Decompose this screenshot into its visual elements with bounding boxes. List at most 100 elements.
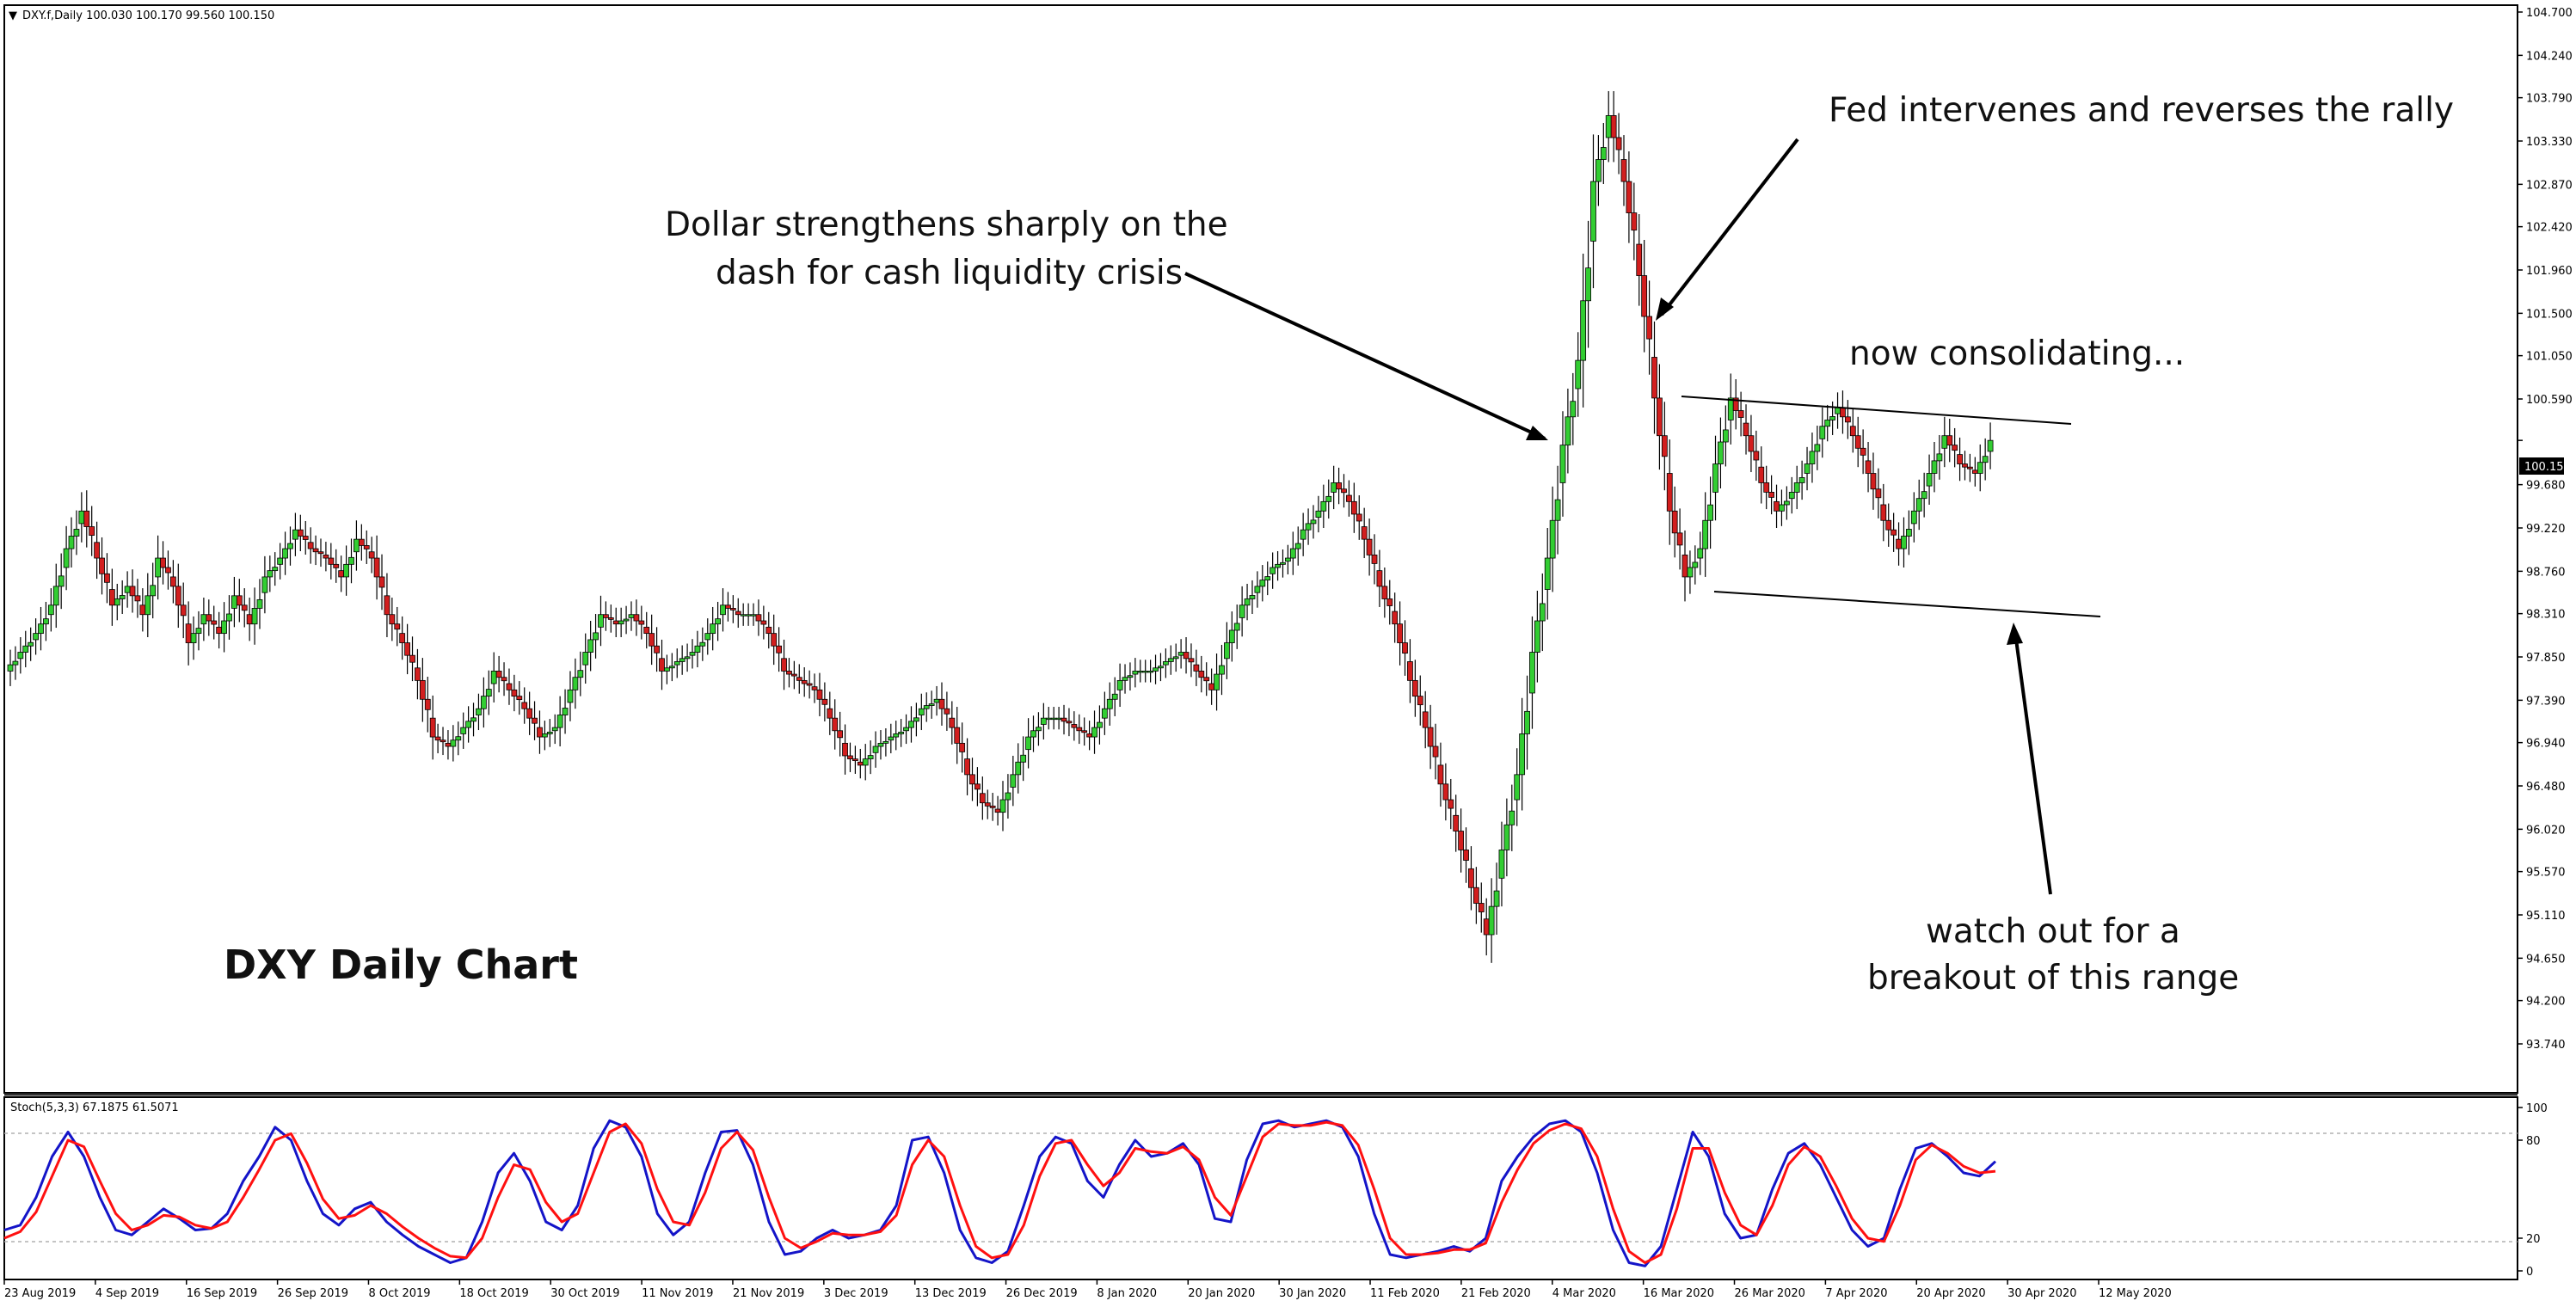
candle-bear	[1376, 570, 1383, 587]
candle-bear	[1671, 510, 1678, 534]
candle-bull	[78, 510, 85, 525]
candle-bull	[1824, 420, 1831, 427]
candle-bear	[1971, 469, 1978, 474]
candle-bear	[816, 689, 823, 700]
price-tick-label: 102.420	[2526, 222, 2573, 235]
candle-bear	[842, 742, 848, 757]
candle-bear	[1442, 783, 1449, 801]
candle-bull	[572, 677, 579, 690]
candle-bull	[480, 696, 487, 709]
candle-bear	[974, 783, 981, 790]
candle-bull	[546, 732, 553, 734]
candle-bear	[811, 686, 818, 690]
candle-bear	[1356, 513, 1362, 522]
candle-bear	[1411, 679, 1418, 697]
time-tick-label: 26 Dec 2019	[1006, 1287, 1078, 1300]
candle-bear	[89, 526, 95, 536]
candle-bear	[307, 542, 314, 549]
candle-bear	[1737, 410, 1744, 418]
candle-bull	[582, 652, 589, 666]
candle-bear	[1651, 357, 1657, 399]
candle-bull	[22, 645, 29, 653]
candle-bull	[618, 620, 624, 625]
candle-bear	[384, 595, 390, 616]
candles	[7, 90, 1994, 963]
candle-bull	[1228, 629, 1235, 643]
candle-bull	[928, 703, 935, 706]
header-dropdown-icon[interactable]: ▼	[9, 9, 17, 22]
candle-bear	[323, 554, 329, 559]
price-tick-label: 94.200	[2526, 996, 2566, 1009]
candle-bear	[607, 617, 614, 620]
candle-bear	[180, 604, 187, 617]
candle-bear	[1432, 746, 1439, 758]
candle-bull	[1091, 727, 1097, 738]
candle-bear	[317, 551, 324, 555]
candle-bear	[1631, 212, 1638, 231]
candle-bear	[445, 742, 452, 747]
candle-bull	[1585, 267, 1591, 302]
candle-bull	[1509, 810, 1515, 825]
candle-bull	[1926, 473, 1933, 487]
candle-bear	[236, 595, 243, 606]
candle-bear	[938, 698, 945, 709]
candle-bear	[735, 611, 741, 616]
arrow-dollar-head	[1526, 426, 1548, 440]
price-tick-label: 100.590	[2526, 394, 2573, 407]
candle-bull	[221, 620, 227, 635]
main-plot-frame	[3, 4, 2518, 1094]
time-tick-label: 23 Aug 2019	[4, 1287, 76, 1300]
candle-bull	[190, 633, 197, 643]
candle-bear	[1463, 850, 1469, 861]
candle-bear	[1885, 519, 1892, 531]
candle-bull	[867, 755, 874, 760]
candle-bull	[256, 598, 263, 609]
candle-bear	[501, 677, 507, 682]
price-tick-label: 93.740	[2526, 1039, 2566, 1052]
candle-bear	[1626, 181, 1632, 213]
candle-bear	[83, 510, 90, 527]
candle-bear	[954, 727, 961, 744]
candle-bull	[1915, 498, 1922, 512]
time-tick-label: 7 Apr 2020	[1825, 1287, 1887, 1300]
candle-bull	[1005, 792, 1011, 801]
time-tick-label: 21 Feb 2020	[1461, 1287, 1531, 1300]
stoch-main-line	[3, 1119, 1997, 1267]
candle-bull	[1132, 671, 1139, 675]
candle-bear	[99, 557, 105, 574]
candle-bear	[1880, 504, 1887, 521]
candle-bear	[1458, 831, 1465, 850]
candle-bear	[1646, 316, 1652, 340]
stoch-tick-label: 100	[2526, 1102, 2548, 1115]
candle-bull	[1727, 397, 1734, 420]
candle-bear	[1422, 711, 1429, 728]
candle-bear	[415, 667, 421, 681]
candle-bear	[1198, 671, 1205, 678]
candle-bull	[144, 595, 151, 616]
candle-bear	[1681, 554, 1688, 578]
price-tick-label: 98.310	[2526, 609, 2566, 622]
candle-bull	[1798, 477, 1805, 483]
candle-bull	[470, 717, 476, 722]
candle-bull	[231, 595, 237, 609]
candle-bear	[1203, 677, 1210, 682]
candle-bull	[1941, 435, 1948, 449]
candle-bear	[659, 658, 665, 672]
price-tick-label: 102.870	[2526, 179, 2573, 192]
candle-bear	[796, 677, 802, 681]
candle-bull	[1045, 717, 1052, 721]
price-tick-label: 96.480	[2526, 781, 2566, 794]
annotation-consolidating: now consolidating...	[1849, 334, 2185, 373]
candle-bear	[1188, 658, 1195, 663]
candle-bull	[918, 708, 925, 715]
candle-bear	[302, 536, 309, 540]
candle-bear	[368, 551, 375, 559]
candle-bear	[771, 633, 778, 647]
price-tick-label: 101.960	[2526, 265, 2573, 278]
candle-bull	[1122, 677, 1128, 681]
candle-bear	[424, 698, 431, 710]
candle-bear	[537, 727, 543, 738]
candle-bull	[1010, 774, 1017, 788]
candle-bear	[1061, 717, 1067, 722]
candle-bull	[1605, 115, 1612, 138]
